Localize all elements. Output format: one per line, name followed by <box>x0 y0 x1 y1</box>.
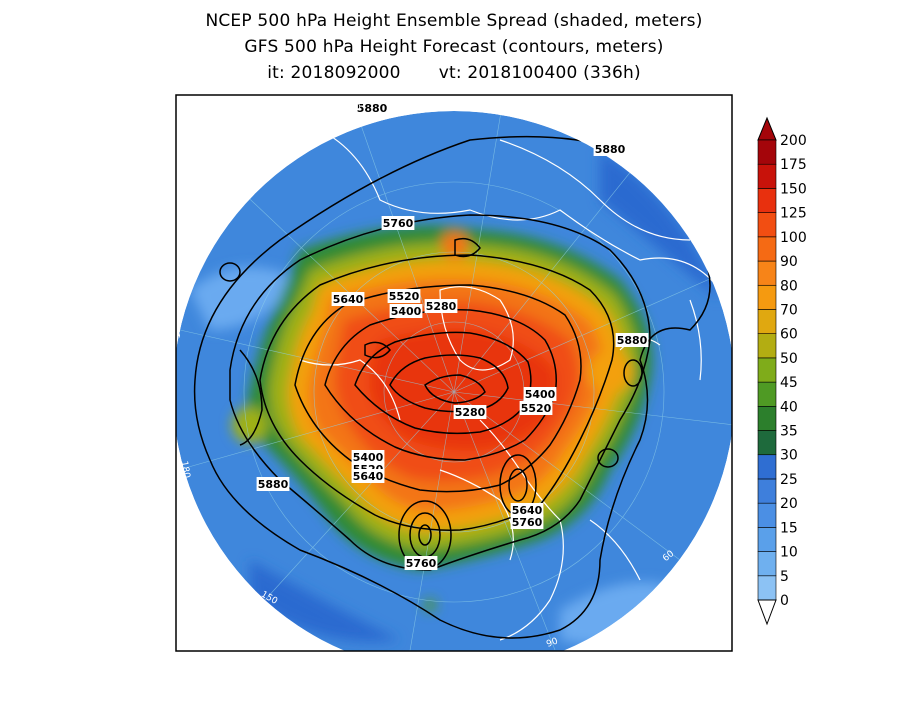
colorbar-tick-label: 125 <box>780 206 807 222</box>
colorbar-tick-label: 30 <box>780 448 798 464</box>
colorbar: 0 5 10 15 20 25 30 35 40 45 50 60 70 80 90 100 125 150 175… <box>757 116 807 626</box>
colorbar-band <box>757 139 777 165</box>
colorbar-tick-label: 5 <box>780 569 789 585</box>
longitude-label: 180 <box>179 460 192 479</box>
contour-label-box <box>593 142 627 156</box>
contour-label: 5400 <box>525 388 556 401</box>
contour-label-box <box>615 333 649 347</box>
colorbar-band <box>757 188 777 213</box>
contour-label: 5640 <box>333 293 364 306</box>
longitude-label: 30 <box>732 417 742 429</box>
contour-label: 5880 <box>357 102 388 115</box>
figure-titles: NCEP 500 hPa Height Ensemble Spread (sha… <box>0 8 908 86</box>
colorbar-tick-label: 60 <box>780 327 798 343</box>
colorbar-band <box>757 357 777 383</box>
contour-label: 5520 <box>521 402 552 415</box>
graticule <box>177 111 732 651</box>
contour-label-box <box>355 101 389 115</box>
colorbar-band <box>757 430 777 456</box>
colorbar-tick-label: 35 <box>780 424 798 440</box>
contour-label-box <box>510 515 544 529</box>
title-line-2: GFS 500 hPa Height Forecast (contours, m… <box>244 37 664 57</box>
colorbar-tick-label: 20 <box>780 496 798 512</box>
contour-label: 5520 <box>389 290 420 303</box>
longitude-label: 90 <box>349 103 361 113</box>
colorbar-band <box>757 284 777 310</box>
contour-label: 5880 <box>258 478 289 491</box>
contour-label-box <box>453 405 487 419</box>
contour-label: 5280 <box>455 406 486 419</box>
colorbar-tick-label: 15 <box>780 520 798 536</box>
colorbar-tick-label: 80 <box>780 278 798 294</box>
colorbar-band <box>757 502 777 528</box>
longitude-label: 120 <box>396 653 413 663</box>
colorbar-band <box>757 381 777 407</box>
colorbar-tick-label: 40 <box>780 399 798 415</box>
map-frame <box>175 94 733 652</box>
colorbar-tick-label: 25 <box>780 472 798 488</box>
colorbar-tick-label: 175 <box>780 157 807 173</box>
contour-label-box <box>331 292 365 306</box>
contour-label: 5760 <box>406 557 437 570</box>
colorbar-band <box>757 260 777 286</box>
colorbar-tick-label: 45 <box>780 375 798 391</box>
contour-label: 5760 <box>383 217 414 230</box>
contour-label: 5640 <box>353 470 384 483</box>
colorbar-band <box>757 478 777 504</box>
longitude-label: 150 <box>173 321 183 338</box>
contour-label: 5640 <box>512 504 543 517</box>
valid-time: vt: 2018100400 (336h) <box>438 63 641 83</box>
init-time: it: 2018092000 <box>267 63 401 83</box>
contour-label-box <box>519 401 553 415</box>
longitude-label: 0 <box>716 270 727 279</box>
colorbar-top-arrow <box>757 116 777 141</box>
colorbar-bottom-arrow <box>757 599 777 626</box>
colorbar-band <box>757 551 777 577</box>
colorbar-band <box>757 575 777 601</box>
contour-label: 5760 <box>512 516 543 529</box>
colorbar-band <box>757 309 777 334</box>
contour-label-box <box>387 289 421 303</box>
colorbar-band <box>757 333 777 359</box>
contour-label: 5400 <box>391 305 422 318</box>
colorbar-band <box>757 236 777 262</box>
longitude-label: 60 <box>497 87 509 97</box>
colorbar-tick-label: 100 <box>780 230 807 246</box>
colorbar-tick-label: 90 <box>780 254 798 270</box>
contour-label-box <box>404 556 438 570</box>
colorbar-band <box>757 527 777 552</box>
colorbar-tick-label: 10 <box>780 545 798 561</box>
contour-label-box <box>381 216 415 230</box>
title-line-3: it: 2018092000 vt: 2018100400 (336h) <box>0 60 908 86</box>
contour-label-box <box>351 469 385 483</box>
contour-label: 5880 <box>595 143 626 156</box>
contour-label-box <box>351 450 385 464</box>
contour-label-box <box>424 299 458 313</box>
title-line-1: NCEP 500 hPa Height Ensemble Spread (sha… <box>205 11 703 31</box>
contour-label: 5880 <box>617 334 648 347</box>
colorbar-tick-label: 200 <box>780 133 807 149</box>
colorbar-band <box>757 212 777 238</box>
contour-label: 5400 <box>353 451 384 464</box>
colorbar-tick-label: 70 <box>780 302 798 318</box>
contour-label: 5280 <box>426 300 457 313</box>
colorbar-tick-label: 150 <box>780 181 807 197</box>
longitude-label: 90 <box>545 636 559 649</box>
colorbar-tick-label: 50 <box>780 351 798 367</box>
contour-label-box <box>523 387 557 401</box>
colorbar-band <box>757 454 777 480</box>
contour-label-box <box>256 477 290 491</box>
colorbar-tick-label: 0 <box>780 593 789 609</box>
colorbar-band <box>757 163 777 189</box>
contour-label-box <box>389 304 423 318</box>
colorbar-band <box>757 406 777 431</box>
contour-label-box <box>510 503 544 517</box>
